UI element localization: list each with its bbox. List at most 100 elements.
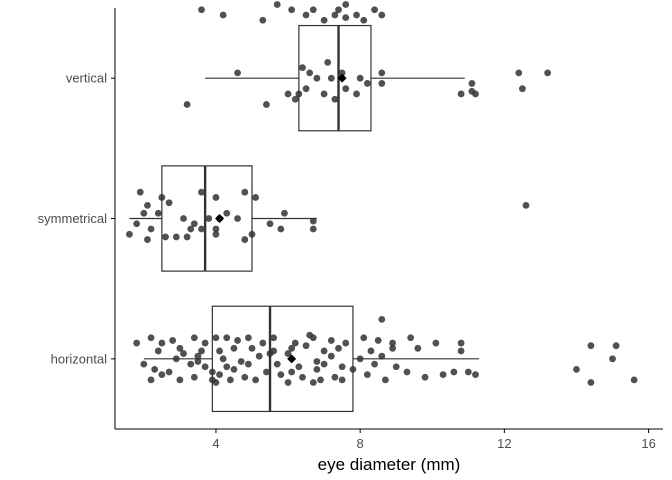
data-point (327, 352, 335, 360)
data-point (291, 95, 299, 103)
data-point (378, 315, 386, 323)
data-point (273, 1, 281, 8)
data-point (172, 355, 180, 363)
data-point (324, 58, 332, 66)
data-point (309, 379, 317, 386)
data-point (587, 379, 595, 386)
data-point (342, 339, 350, 347)
x-axis-ticks: 4 8 12 16 (212, 429, 656, 451)
data-point (263, 101, 270, 108)
data-point (291, 339, 299, 347)
data-point (266, 220, 274, 228)
group-horizontal (133, 305, 638, 413)
data-point (223, 209, 231, 217)
data-point (544, 69, 552, 77)
data-point (421, 373, 429, 381)
data-point (288, 344, 296, 352)
data-point (349, 365, 357, 373)
data-point (320, 16, 328, 24)
data-point (241, 188, 249, 196)
data-point (439, 371, 447, 379)
data-point (266, 350, 274, 357)
y-tick-label-vertical: vertical (66, 71, 107, 86)
data-point (392, 363, 400, 371)
data-point (320, 90, 328, 98)
data-point (223, 363, 231, 371)
data-point (144, 201, 151, 209)
data-point (248, 344, 256, 352)
data-point (630, 376, 638, 384)
data-point (378, 11, 386, 19)
data-point (468, 80, 476, 87)
box-vertical (298, 24, 372, 132)
data-point (320, 360, 328, 368)
data-point (342, 85, 350, 93)
data-point (309, 217, 317, 225)
data-point (158, 194, 166, 201)
mean-marker-horizontal (287, 354, 297, 364)
data-point (270, 334, 278, 342)
data-point (299, 64, 306, 72)
data-point (457, 339, 465, 347)
data-point (432, 339, 440, 347)
data-point (201, 363, 209, 371)
data-point (331, 11, 339, 19)
data-point (288, 6, 296, 14)
data-point (356, 74, 364, 82)
data-point (212, 225, 220, 233)
data-point (198, 347, 205, 355)
data-point (140, 209, 148, 217)
data-point (515, 69, 523, 77)
data-point (219, 11, 227, 19)
group-symmetrical (126, 165, 530, 272)
data-point (237, 358, 245, 365)
data-point (320, 347, 328, 355)
box-symmetrical (161, 165, 253, 272)
data-point (342, 14, 350, 22)
data-point (414, 344, 422, 352)
data-point (187, 360, 195, 368)
data-point (259, 339, 267, 347)
data-point (573, 365, 580, 373)
data-point (190, 373, 198, 381)
data-point (360, 16, 368, 24)
data-point (190, 220, 198, 228)
data-point (151, 365, 159, 373)
data-point (363, 80, 371, 87)
data-point (331, 95, 339, 103)
data-point (302, 342, 310, 350)
data-point (335, 344, 342, 352)
data-point (234, 337, 241, 344)
data-point (284, 350, 292, 357)
data-point (612, 342, 620, 350)
data-point (154, 347, 162, 355)
data-point (407, 334, 415, 342)
data-point (338, 69, 346, 77)
data-point (284, 90, 292, 98)
data-point (216, 347, 223, 355)
mean-marker-symmetrical (215, 214, 225, 223)
data-point (162, 233, 169, 241)
data-point (244, 334, 252, 342)
data-point (147, 376, 155, 384)
data-point (241, 236, 249, 243)
data-point (219, 355, 227, 363)
data-point (327, 74, 335, 82)
data-point (353, 11, 360, 19)
data-point (223, 334, 231, 342)
data-point (158, 371, 166, 379)
group-vertical (183, 1, 552, 132)
data-point (244, 360, 252, 368)
data-point (183, 233, 191, 241)
data-point (295, 363, 303, 371)
data-point (216, 371, 223, 379)
data-point (309, 6, 317, 14)
data-point (450, 368, 458, 376)
data-point (371, 360, 378, 368)
data-point (255, 352, 263, 360)
data-point (288, 368, 296, 376)
data-point (144, 236, 151, 243)
data-point (374, 337, 382, 344)
data-point (205, 215, 213, 222)
